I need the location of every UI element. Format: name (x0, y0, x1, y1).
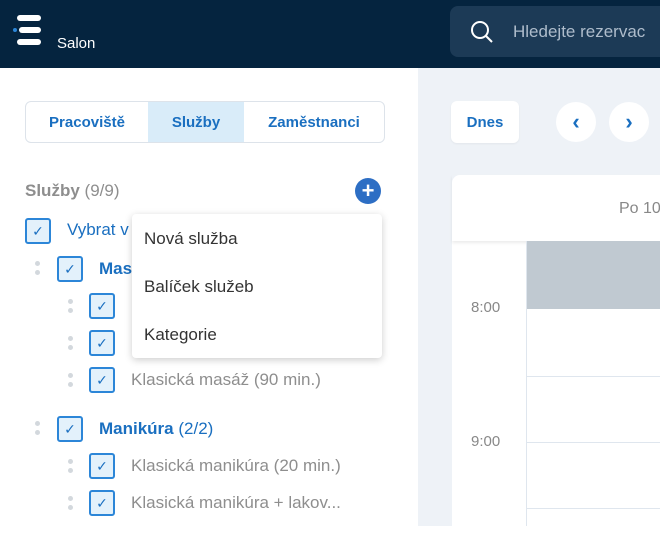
drag-handle-icon[interactable] (68, 459, 73, 481)
add-button[interactable]: + (355, 178, 381, 204)
plus-icon: + (361, 178, 375, 203)
check-icon: ✓ (64, 420, 76, 437)
check-icon: ✓ (96, 371, 108, 388)
top-bar: Salon Hledejte rezervac (0, 0, 660, 68)
hour-line (527, 442, 660, 443)
menu-item-category[interactable]: Kategorie (144, 325, 217, 344)
service-name[interactable]: Klasická manikúra (20 min.) (131, 456, 341, 475)
calendar-header: Po 10 (452, 175, 660, 241)
service-name[interactable]: Klasická manikúra + lakov... (131, 493, 341, 512)
time-label: 9:00 (471, 433, 501, 450)
today-button[interactable]: Dnes (451, 101, 519, 143)
drag-handle-icon[interactable] (35, 261, 40, 283)
service-checkbox[interactable]: ✓ (89, 293, 115, 319)
drag-handle-icon[interactable] (68, 373, 73, 395)
add-dropdown-menu: Nová služba Balíček služeb Kategorie (132, 214, 382, 358)
view-tabs: Pracoviště Služby Zaměstnanci (25, 101, 385, 143)
hour-line (527, 508, 660, 509)
calendar-grid: Po 10 (452, 175, 660, 535)
category-name[interactable]: Mas (99, 259, 133, 278)
drag-handle-icon[interactable] (68, 496, 73, 518)
category-checkbox[interactable]: ✓ (57, 256, 83, 282)
chevron-left-icon: ‹ (572, 109, 580, 134)
check-icon: ✓ (32, 222, 44, 239)
menu-item-new-service[interactable]: Nová služba (144, 229, 238, 248)
services-title: Služby (25, 181, 80, 200)
select-all-checkbox[interactable]: ✓ (25, 218, 51, 244)
check-icon: ✓ (96, 334, 108, 351)
check-icon: ✓ (96, 297, 108, 314)
category-name[interactable]: Manikúra (2/2) (99, 419, 214, 438)
search-input[interactable]: Hledejte rezervac (450, 6, 660, 57)
service-checkbox[interactable]: ✓ (89, 367, 115, 393)
tab-sluzby[interactable]: Služby (148, 102, 244, 142)
category-checkbox[interactable]: ✓ (57, 416, 83, 442)
tab-zamestnanci[interactable]: Zaměstnanci (268, 113, 360, 131)
check-icon: ✓ (96, 457, 108, 474)
next-button[interactable]: › (609, 102, 649, 142)
column-divider (526, 241, 527, 526)
search-placeholder: Hledejte rezervac (513, 22, 646, 41)
menu-item-service-package[interactable]: Balíček služeb (144, 277, 254, 296)
drag-handle-icon[interactable] (35, 421, 40, 443)
services-count: (9/9) (84, 181, 120, 200)
hour-line (527, 376, 660, 377)
menu-icon[interactable] (13, 15, 43, 47)
tab-pracoviste[interactable]: Pracoviště (49, 113, 125, 131)
brand-name: Salon (57, 35, 96, 52)
services-heading: Služby (9/9) (25, 181, 120, 201)
search-icon (471, 21, 493, 43)
time-label: 8:00 (471, 299, 501, 316)
drag-handle-icon[interactable] (68, 336, 73, 358)
service-checkbox[interactable]: ✓ (89, 490, 115, 516)
check-icon: ✓ (64, 260, 76, 277)
closed-hours-block (527, 241, 660, 309)
service-checkbox[interactable]: ✓ (89, 453, 115, 479)
prev-button[interactable]: ‹ (556, 102, 596, 142)
drag-handle-icon[interactable] (68, 299, 73, 321)
day-header[interactable]: Po 10 (619, 200, 660, 217)
service-checkbox[interactable]: ✓ (89, 330, 115, 356)
service-name[interactable]: Klasická masáž (90 min.) (131, 370, 321, 389)
select-all-label[interactable]: Vybrat v (67, 220, 129, 239)
check-icon: ✓ (96, 494, 108, 511)
chevron-right-icon: › (625, 109, 633, 134)
